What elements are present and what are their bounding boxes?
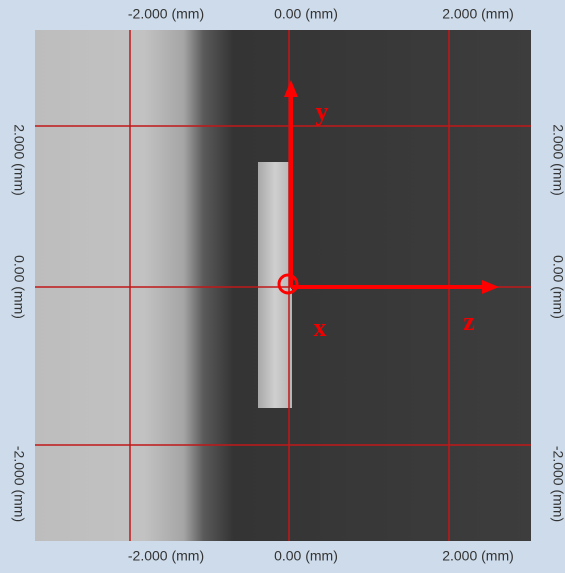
axis-label: -2.000 (mm) <box>128 6 204 22</box>
axes-overlay <box>277 80 499 295</box>
axis-label: 2.000 (mm) <box>442 548 514 564</box>
axis-label: 2.000 (mm) <box>442 6 514 22</box>
axis-label: 2.000 (mm) <box>550 124 565 196</box>
axis-label: -2.000 (mm) <box>11 446 27 522</box>
annotation: y <box>316 97 329 126</box>
axis-label: 0.00 (mm) <box>550 255 565 319</box>
axis-label: 0.00 (mm) <box>274 548 338 564</box>
axis-labels: -2.000 (mm) 0.00 (mm) 2.000 (mm) -2.000 (mm… <box>11 6 565 564</box>
annotation: x <box>314 313 327 342</box>
arrowhead <box>284 80 298 97</box>
specimen <box>258 162 292 408</box>
axis-label: 0.00 (mm) <box>11 255 27 319</box>
axis-label: 2.000 (mm) <box>11 124 27 196</box>
origin-circle <box>277 273 299 295</box>
annotation: z <box>463 307 475 336</box>
arrowhead <box>482 280 499 294</box>
axis-label: -2.000 (mm) <box>550 446 565 522</box>
axis-label: 0.00 (mm) <box>274 6 338 22</box>
axis-label: -2.000 (mm) <box>128 548 204 564</box>
